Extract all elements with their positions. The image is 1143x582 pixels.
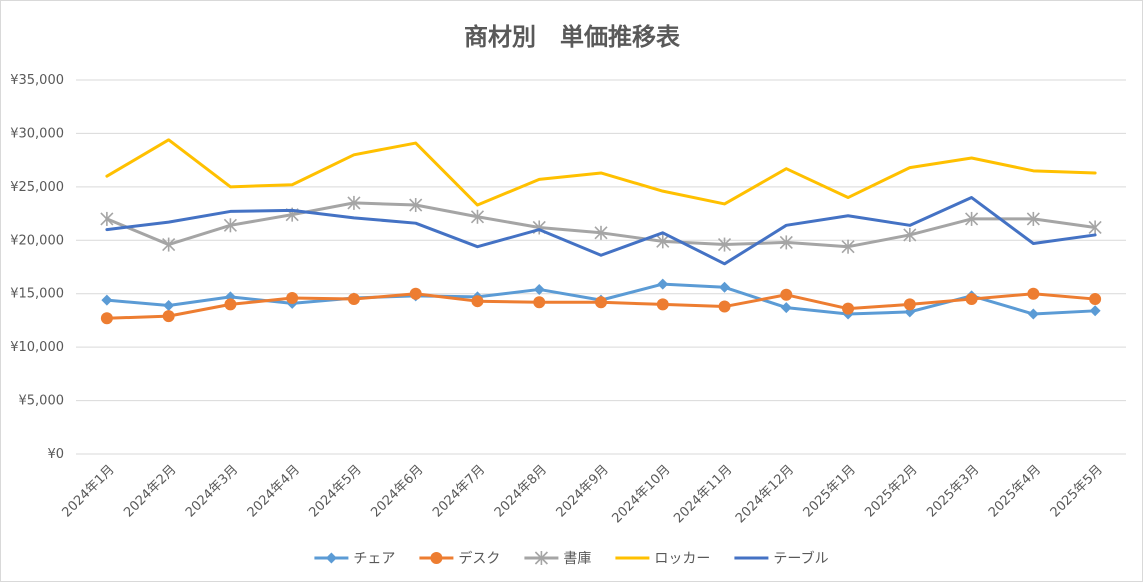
data-point: [1027, 308, 1039, 320]
data-point: [470, 209, 485, 224]
legend-item[interactable]: チェア: [314, 551, 395, 567]
data-point: [162, 310, 175, 323]
data-point: [409, 287, 422, 300]
data-point: [1089, 293, 1102, 306]
x-tick-label: 2024年2月: [121, 462, 179, 520]
data-point: [325, 552, 337, 564]
data-point: [1088, 220, 1102, 235]
data-point: [533, 296, 546, 309]
series-layer: [100, 138, 1102, 325]
data-point: [656, 234, 670, 249]
data-point: [965, 293, 978, 306]
data-point: [100, 211, 114, 226]
data-point: [780, 302, 792, 314]
x-tick-label: 2024年4月: [245, 462, 303, 520]
data-point: [223, 218, 237, 233]
series-line: [105, 138, 1097, 207]
y-tick-label: ¥15,000: [10, 287, 64, 302]
legend-item[interactable]: 書庫: [524, 550, 591, 567]
data-point: [1027, 287, 1040, 300]
x-tick-label: 2024年12月: [733, 462, 797, 526]
x-tick-label: 2025年2月: [862, 462, 920, 520]
chart-title: 商材別 単価推移表: [464, 23, 681, 51]
data-point: [534, 551, 548, 565]
x-tick-label: 2024年6月: [368, 462, 426, 520]
x-axis-ticks: 2024年1月 2024年2月 2024年3月 2024年4月 2024年5月 2024年…: [59, 462, 1105, 526]
y-tick-label: ¥10,000: [10, 340, 64, 355]
series-デスク: [100, 287, 1102, 325]
series-書庫: [100, 195, 1102, 254]
legend-item[interactable]: テーブル: [734, 550, 829, 567]
legend-item[interactable]: デスク: [419, 550, 500, 567]
x-tick-label: 2025年4月: [986, 462, 1044, 520]
data-point: [594, 225, 608, 240]
data-point: [163, 299, 175, 311]
data-point: [1026, 211, 1040, 226]
x-tick-label: 2025年1月: [801, 462, 859, 520]
x-tick-label: 2024年9月: [554, 462, 612, 520]
data-point: [965, 211, 979, 226]
legend-item[interactable]: ロッカー: [615, 551, 710, 567]
x-tick-label: 2024年10月: [610, 462, 674, 526]
y-tick-label: ¥30,000: [10, 126, 64, 141]
data-point: [656, 298, 669, 311]
data-point: [719, 281, 731, 293]
data-point: [717, 237, 732, 252]
data-point: [409, 198, 423, 213]
x-tick-label: 2025年3月: [924, 462, 982, 520]
data-point: [1089, 305, 1101, 317]
data-point: [224, 298, 237, 311]
y-axis-ticks: ¥0 ¥5,000 ¥10,000 ¥15,000 ¥20,000 ¥25,000 ¥30,…: [10, 73, 64, 462]
data-point: [657, 278, 669, 290]
legend-label: デスク: [458, 550, 500, 567]
legend-label: ロッカー: [654, 551, 710, 567]
legend: チェア デスク 書庫 ロッカー テーブル: [314, 550, 829, 567]
x-tick-label: 2024年1月: [59, 462, 117, 520]
data-point: [779, 235, 793, 250]
data-point: [595, 296, 607, 309]
y-tick-label: ¥35,000: [10, 73, 64, 88]
series-line: [105, 196, 1097, 266]
data-point: [100, 312, 113, 325]
data-point: [533, 283, 545, 295]
data-point: [780, 288, 793, 301]
data-point: [101, 294, 113, 306]
data-point: [842, 302, 855, 315]
x-tick-label: 2024年3月: [183, 462, 241, 520]
x-tick-label: 2024年8月: [492, 462, 550, 520]
y-tick-label: ¥20,000: [10, 233, 64, 248]
x-tick-label: 2025年5月: [1048, 462, 1106, 520]
data-point: [718, 300, 731, 313]
data-point: [286, 291, 299, 304]
data-point: [471, 295, 484, 308]
y-tick-label: ¥0: [47, 447, 64, 462]
data-point: [162, 237, 176, 252]
data-point: [347, 293, 360, 306]
series-テーブル: [105, 196, 1097, 266]
data-point: [903, 298, 916, 311]
x-tick-label: 2024年7月: [430, 462, 488, 520]
data-point: [347, 195, 361, 210]
y-tick-label: ¥5,000: [19, 394, 65, 409]
data-point: [841, 239, 855, 254]
grid-layer: [76, 79, 1126, 455]
x-tick-label: 2024年5月: [307, 462, 365, 520]
data-point: [903, 227, 917, 242]
legend-label: チェア: [353, 551, 395, 567]
legend-label: 書庫: [563, 550, 591, 567]
x-tick-label: 2024年11月: [671, 462, 735, 526]
series-ロッカー: [105, 138, 1097, 207]
y-tick-label: ¥25,000: [10, 180, 64, 195]
legend-label: テーブル: [773, 550, 828, 567]
data-point: [430, 552, 443, 564]
